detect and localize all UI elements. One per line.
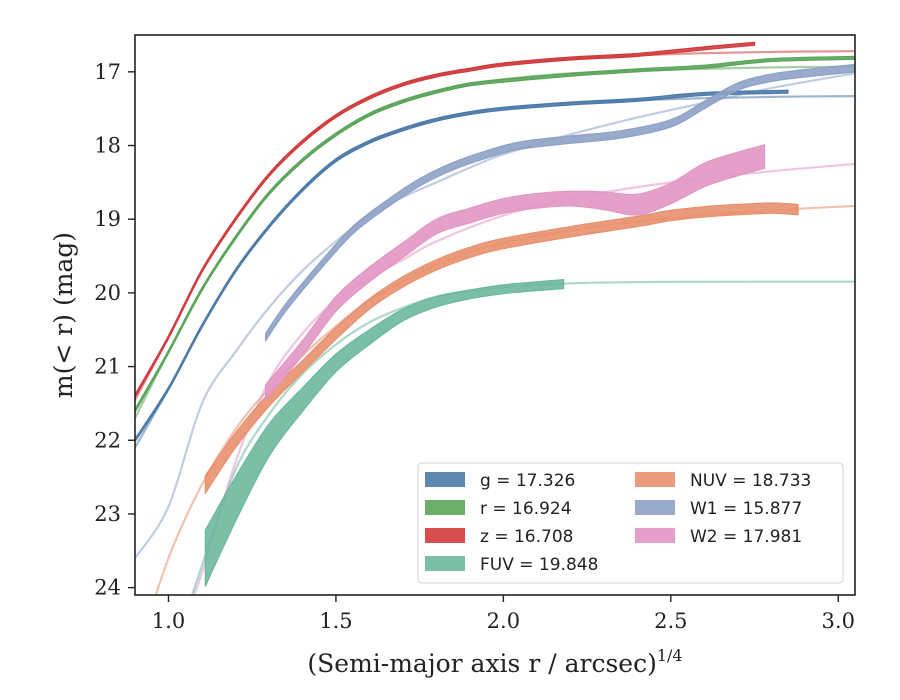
x-axis-title: (Semi-major axis r / arcsec)1/4 [307, 646, 682, 678]
profile-band-4 [204, 202, 799, 494]
legend-entry-label: NUV = 18.733 [690, 471, 811, 491]
legend-entry-label: r = 16.924 [480, 499, 572, 519]
legend-swatch [425, 500, 465, 515]
model-curve-5 [135, 72, 855, 560]
plot-frame [134, 34, 856, 596]
x-tick-label: 1.0 [152, 609, 185, 633]
model-curve-6 [193, 162, 855, 595]
y-tick-label: 17 [94, 60, 121, 84]
profile-band-5 [265, 63, 855, 342]
profile-band-1 [135, 55, 855, 413]
y-tick-label: 22 [94, 428, 121, 452]
x-axis-title-exponent: 1/4 [657, 646, 683, 665]
y-tick-label: 24 [94, 576, 121, 600]
x-tick-label: 1.5 [319, 609, 352, 633]
legend: g = 17.326 r = 16.924 z = 16.708 FUV = 19.8… [417, 462, 844, 584]
legend-frame [417, 462, 844, 584]
legend-swatch [635, 500, 675, 515]
y-axis-title: m(< r) (mag) [49, 232, 78, 398]
x-tick-label: 2.0 [487, 609, 520, 633]
profile-band-0 [135, 89, 789, 443]
legend-entry-label: W2 = 17.981 [690, 527, 802, 547]
y-tick-label: 19 [94, 207, 121, 231]
legend-entry-label: g = 17.326 [480, 471, 575, 491]
legend-swatch [425, 528, 465, 543]
profile-band-6 [265, 144, 766, 401]
legend-entry-label: W1 = 15.877 [690, 499, 802, 519]
profile-band-3 [204, 279, 565, 587]
profile-bands [135, 41, 855, 587]
y-tick-label: 20 [94, 281, 121, 305]
legend-swatch [425, 472, 465, 487]
legend-entry-label: z = 16.708 [480, 527, 573, 547]
y-tick-label: 23 [94, 502, 121, 526]
y-axis: 17 18 19 20 21 22 23 24 [94, 60, 135, 600]
model-curve-3 [191, 280, 855, 595]
y-tick-label: 21 [94, 355, 121, 379]
legend-entry-label: FUV = 19.848 [480, 555, 598, 575]
legend-swatch [425, 556, 465, 571]
profile-band-2 [135, 41, 756, 399]
legend-swatch [635, 528, 675, 543]
legend-swatch [635, 472, 675, 487]
x-axis-title-text: (Semi-major axis r / arcsec) [307, 649, 656, 678]
x-tick-label: 2.5 [654, 609, 687, 633]
y-tick-label: 18 [94, 134, 121, 158]
x-tick-label: 3.0 [822, 609, 855, 633]
plot-area [135, 41, 855, 595]
x-axis: 1.0 1.5 2.0 2.5 3.0 [152, 595, 855, 633]
